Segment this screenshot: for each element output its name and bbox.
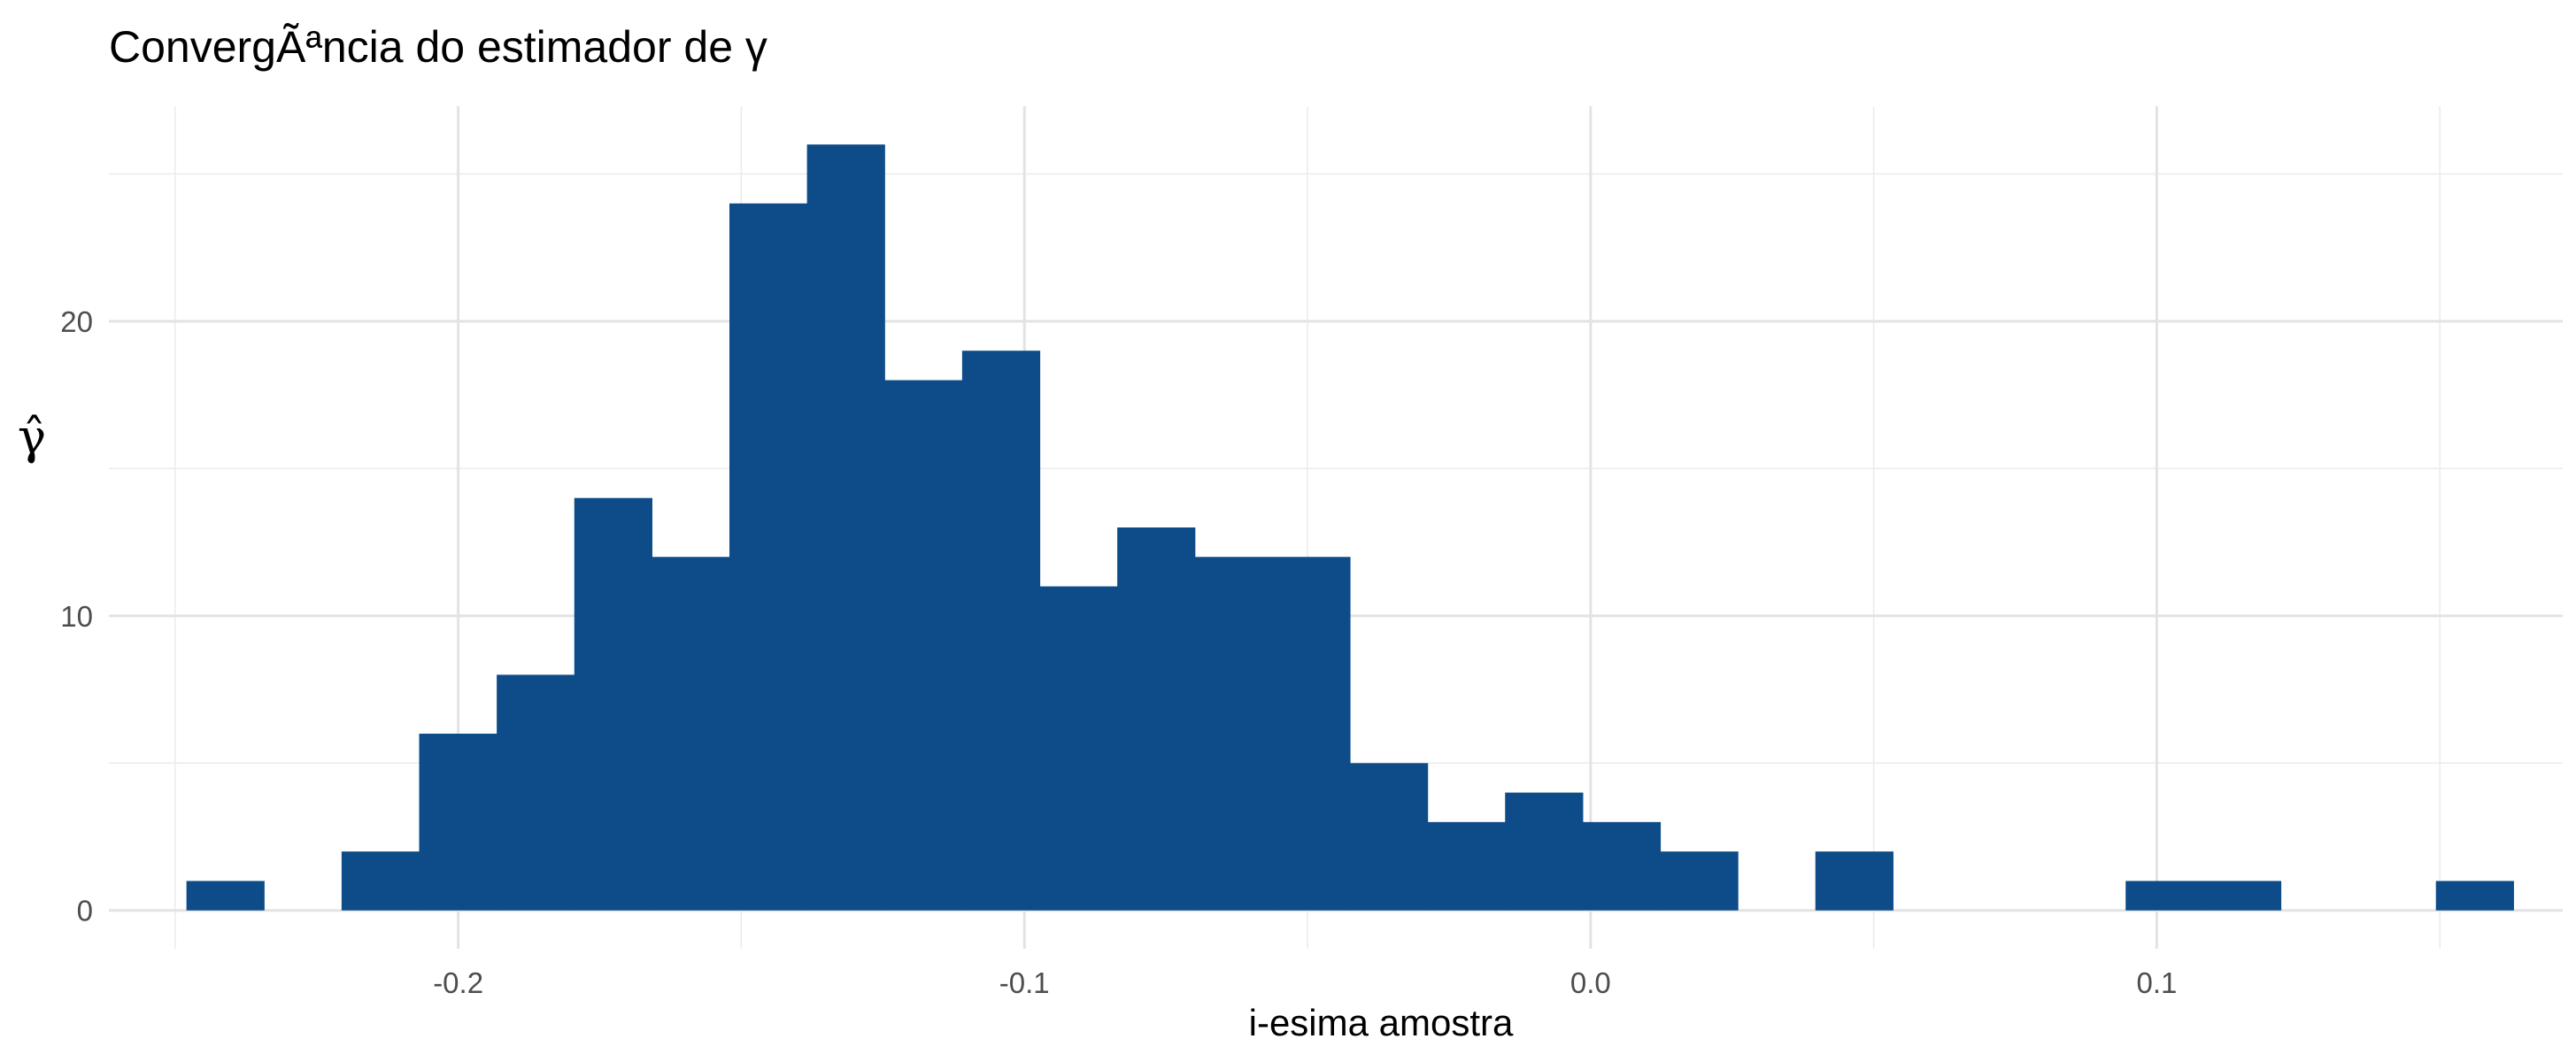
histogram-bar (2202, 881, 2282, 911)
histogram-bar (419, 734, 497, 911)
histogram-bar (2125, 881, 2204, 911)
chart-title: ConvergÃªncia do estimador de γ (109, 22, 767, 72)
histogram-bar (497, 674, 575, 911)
histogram-bar (961, 350, 1041, 911)
x-axis-title: i-esima amostra (1249, 1002, 1514, 1043)
histogram-bar (1582, 821, 1662, 911)
histogram-bars (186, 144, 2514, 911)
histogram-bar (341, 851, 420, 911)
histogram-bar (884, 380, 963, 911)
histogram-bar (2435, 881, 2514, 911)
histogram-bar (1194, 557, 1273, 911)
histogram-bar (729, 203, 808, 911)
histogram-bar (1427, 821, 1506, 911)
y-axis-tick-labels: 0 10 20 (60, 305, 93, 927)
x-tick-label: -0.1 (999, 966, 1050, 999)
y-axis-title: γ̂ (18, 409, 46, 465)
histogram-bar (1660, 851, 1739, 911)
x-axis-tick-labels: -0.2 -0.1 0.0 0.1 (433, 966, 2177, 999)
x-tick-label: -0.2 (433, 966, 483, 999)
histogram-bar (1349, 763, 1429, 911)
x-tick-label: 0.1 (2136, 966, 2177, 999)
histogram-bar (806, 144, 885, 911)
histogram-bar (1272, 557, 1351, 911)
histogram-bar (652, 557, 730, 911)
x-tick-label: 0.0 (1570, 966, 1611, 999)
y-tick-label: 0 (77, 895, 93, 927)
histogram-bar (1505, 792, 1584, 911)
histogram-bar (1039, 586, 1118, 911)
histogram-bar (1117, 527, 1196, 911)
y-tick-label: 20 (60, 305, 93, 338)
histogram-bar (1815, 851, 1893, 911)
y-tick-label: 10 (60, 600, 93, 633)
histogram-bar (574, 497, 652, 911)
histogram-bar (186, 881, 265, 911)
